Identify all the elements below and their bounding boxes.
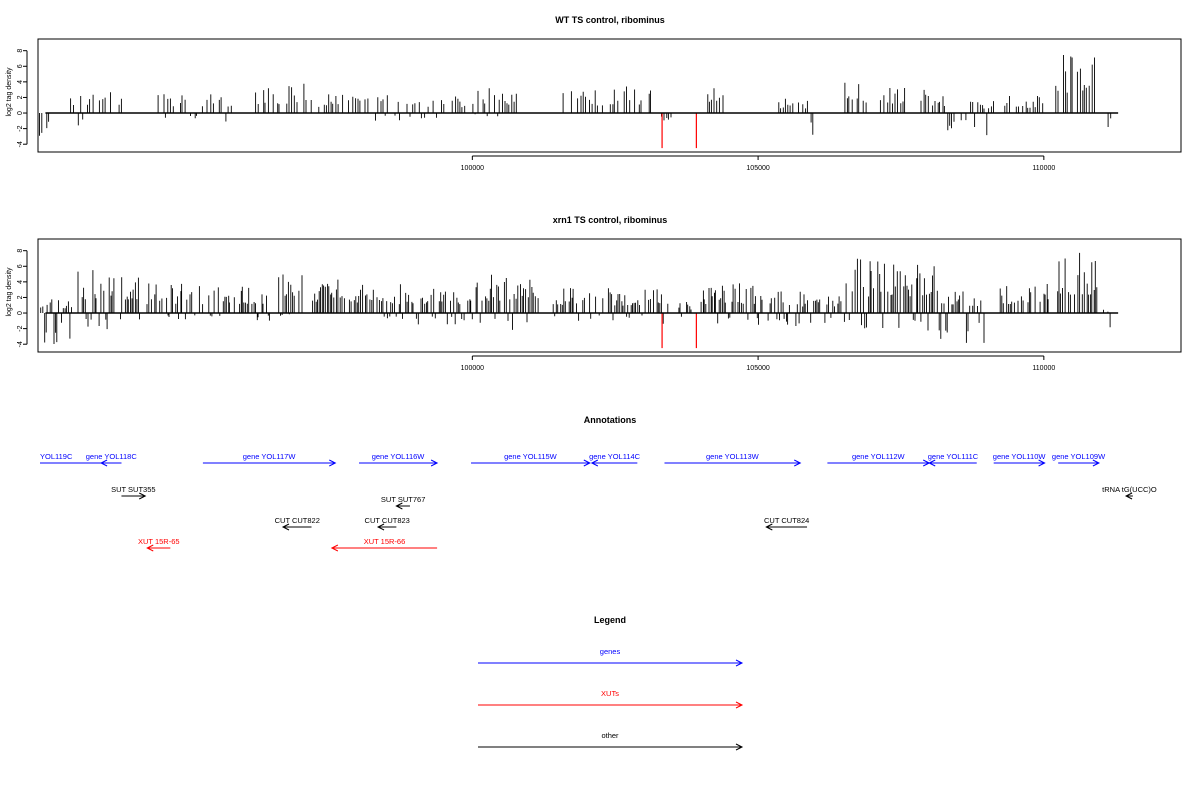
legend-title: Legend xyxy=(594,615,626,625)
xrn1-y-tick-label: 4 xyxy=(17,280,24,284)
xrn1-y-axis: -4 -2 0 2 4 6 8 xyxy=(17,249,28,347)
annotation-label: CUT CUT823 xyxy=(365,516,410,525)
wt-x-tick-label: 110000 xyxy=(1032,165,1055,172)
annotation-label: gene YOL112W xyxy=(852,452,906,461)
annotation-features: YOL119C gene YOL118C gene YOL117W gene YOL1… xyxy=(40,452,1157,552)
annotation-label: SUT SUT355 xyxy=(111,485,155,494)
annotation-arrow xyxy=(202,459,337,467)
annotation-arrow xyxy=(281,523,312,531)
legend-arrow-gene xyxy=(478,659,744,667)
wt-y-axis-label: log2 tag density xyxy=(6,67,13,117)
annotation-arrow xyxy=(376,523,397,531)
legend-label-other: other xyxy=(601,731,619,740)
annotation-arrow xyxy=(99,459,122,467)
annotation-label: CUT CUT824 xyxy=(764,516,809,525)
annotation-label: gene YOL114C xyxy=(589,452,641,461)
annotation-label: CUT CUT822 xyxy=(275,516,320,525)
annotation-arrow xyxy=(1058,459,1101,467)
annotation-arrow xyxy=(993,459,1046,467)
annotations-panel: Annotations YOL119C gene YOL118C gene YOL1… xyxy=(40,415,1157,552)
annotation-label: XUT 15R-65 xyxy=(138,537,180,546)
annotation-label: gene YOL109W xyxy=(1052,452,1106,461)
annotation-label: gene YOL118C xyxy=(86,452,138,461)
xrn1-y-tick-label: 0 xyxy=(17,311,24,315)
xrn1-track-title: xrn1 TS control, ribominus xyxy=(553,215,668,225)
annotation-label: YOL119C xyxy=(40,452,73,461)
annotation-arrow xyxy=(471,459,591,467)
legend-arrow-xut xyxy=(478,701,744,709)
xrn1-track-panel: xrn1 TS control, ribominus log2 tag dens… xyxy=(6,215,1182,372)
xrn1-plot-frame xyxy=(37,238,1182,353)
wt-y-tick-label: 0 xyxy=(17,111,24,115)
annotation-label: gene YOL110W xyxy=(993,452,1047,461)
wt-signal-bars xyxy=(39,55,1112,149)
legend-label-gene: genes xyxy=(600,647,621,656)
legend-label-xut: XUTs xyxy=(601,689,619,698)
annotation-arrow xyxy=(121,492,147,500)
annotation-label: gene YOL111C xyxy=(928,452,979,461)
annotation-arrow xyxy=(146,544,171,552)
wt-density-bars xyxy=(39,55,1112,136)
xrn1-x-tick-label: 105000 xyxy=(746,365,769,372)
wt-y-tick-label: -2 xyxy=(17,125,24,131)
wt-y-tick-label: 4 xyxy=(17,80,24,84)
legend-entries: genes XUTs other xyxy=(478,647,744,751)
xrn1-y-tick-label: 8 xyxy=(17,249,24,253)
wt-x-tick-label: 100000 xyxy=(461,165,484,172)
annotation-label: gene YOL115W xyxy=(504,452,558,461)
annotation-arrow xyxy=(1124,492,1133,500)
annotation-label: XUT 15R-66 xyxy=(364,537,406,546)
annotation-label: SUT SUT767 xyxy=(381,495,425,504)
annotation-arrow xyxy=(590,459,638,467)
annotation-label: tRNA tG(UCC)O xyxy=(1102,485,1157,494)
wt-track-title: WT TS control, ribominus xyxy=(555,15,665,25)
annotation-arrow xyxy=(928,459,977,467)
xrn1-y-tick-label: 6 xyxy=(17,264,24,268)
annotation-arrow xyxy=(765,523,808,531)
legend-arrow-other xyxy=(478,743,744,751)
legend-panel: Legend genes XUTs other xyxy=(478,615,744,751)
annotation-label: gene YOL117W xyxy=(243,452,297,461)
annotation-arrow xyxy=(664,459,802,467)
wt-y-axis: -4 -2 0 2 4 6 8 xyxy=(17,49,28,147)
wt-plot-frame xyxy=(37,38,1182,153)
annotation-arrow xyxy=(330,544,438,552)
xrn1-y-tick-label: 2 xyxy=(17,295,24,299)
xrn1-x-axis: 100000 105000 110000 xyxy=(461,355,1055,372)
xrn1-x-tick-label: 100000 xyxy=(461,365,484,372)
wt-y-tick-label: 2 xyxy=(17,95,24,99)
wt-x-tick-label: 105000 xyxy=(746,165,769,172)
xrn1-signal-bars xyxy=(40,252,1111,349)
wt-y-tick-label: -4 xyxy=(17,141,24,147)
xrn1-y-tick-label: -2 xyxy=(17,325,24,331)
annotation-arrow xyxy=(395,502,410,510)
xrn1-y-tick-label: -4 xyxy=(17,341,24,347)
wt-y-tick-label: 6 xyxy=(17,64,24,68)
annotations-title: Annotations xyxy=(584,415,637,425)
annotation-label: gene YOL116W xyxy=(372,452,426,461)
annotation-arrow xyxy=(359,459,439,467)
wt-x-axis: 100000 105000 110000 xyxy=(461,155,1055,172)
xrn1-y-axis-label: log2 tag density xyxy=(6,267,13,317)
wt-y-tick-label: 8 xyxy=(17,49,24,53)
wt-track-panel: WT TS control, ribominus log2 tag densit… xyxy=(6,15,1182,172)
annotation-label: gene YOL113W xyxy=(706,452,760,461)
xrn1-density-bars xyxy=(40,252,1111,344)
xrn1-x-tick-label: 110000 xyxy=(1032,365,1055,372)
